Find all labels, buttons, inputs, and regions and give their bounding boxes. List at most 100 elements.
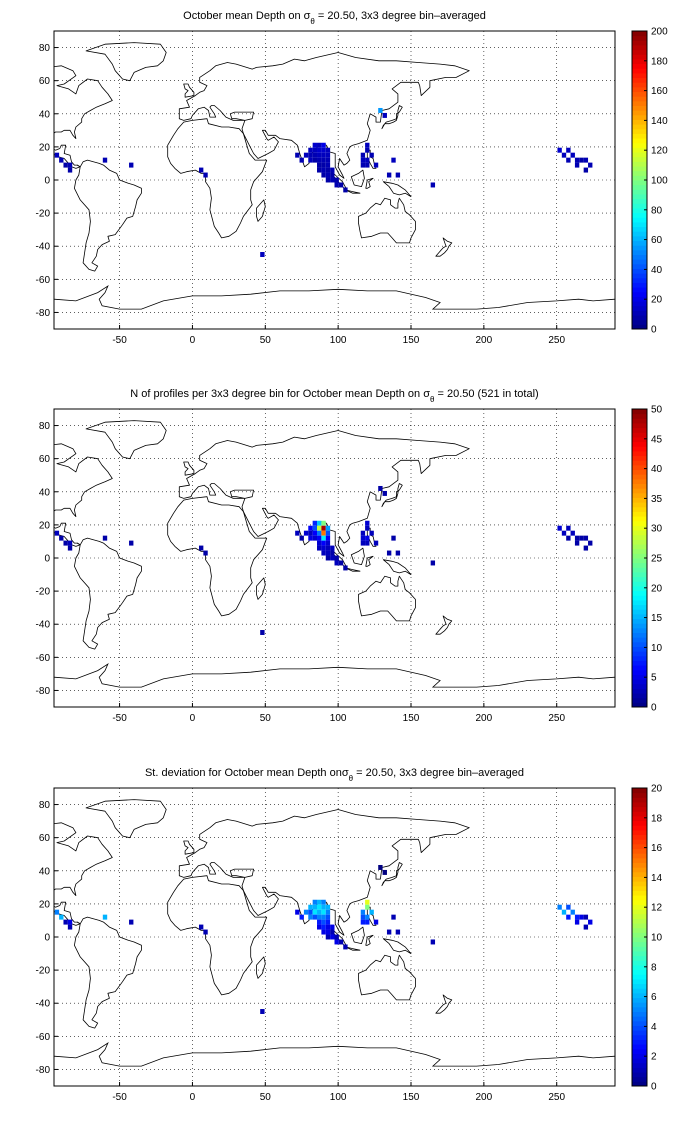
coastline-madagascar — [256, 577, 266, 600]
colorbar-tick-label: 20 — [651, 784, 663, 795]
data-bin — [308, 525, 313, 531]
data-bin — [321, 157, 326, 163]
data-bin — [330, 172, 335, 178]
data-bin — [395, 929, 401, 935]
data-bin — [369, 152, 374, 158]
data-bin — [321, 545, 326, 551]
data-bin — [330, 167, 335, 173]
data-bin — [365, 520, 370, 526]
coastlines — [54, 799, 615, 1067]
colorbar-swatch — [632, 488, 647, 494]
colorbar-swatch — [632, 590, 647, 596]
y-tick-label: 20 — [39, 142, 51, 153]
y-tick-label: 80 — [39, 800, 51, 811]
coastline-new-zealand — [435, 237, 453, 257]
colorbar-swatch — [632, 627, 647, 633]
data-bin — [325, 555, 331, 561]
x-tick-label: 150 — [403, 713, 420, 724]
data-bin — [203, 550, 208, 556]
coastline-eurasia — [178, 52, 470, 179]
colorbar-swatch — [632, 683, 647, 689]
data-bin — [325, 545, 331, 551]
data-bin — [583, 167, 589, 173]
data-bin — [360, 540, 366, 546]
colorbar-swatch — [632, 1039, 647, 1045]
colorbar-swatch — [632, 44, 647, 51]
y-tick-label: -40 — [36, 999, 51, 1010]
title-pre: N of profiles per 3x3 degree bin for Oct… — [130, 388, 423, 400]
title-sub: θ — [310, 17, 315, 26]
colorbar-swatch — [632, 693, 647, 699]
data-bin — [579, 914, 584, 920]
colorbar-swatch — [632, 77, 647, 83]
colorbar-swatch — [632, 497, 647, 503]
colorbar-swatch — [632, 525, 647, 531]
colorbar-swatch — [632, 960, 647, 966]
x-tick-label: 0 — [190, 713, 196, 724]
data-bin — [312, 899, 318, 905]
data-bin — [63, 540, 68, 546]
x-tick-label: 200 — [476, 1092, 493, 1103]
colorbar-swatch — [632, 291, 647, 297]
data-bin — [325, 177, 331, 183]
colorbar-swatch — [632, 571, 647, 578]
y-tick-label: -80 — [36, 1065, 51, 1076]
y-tick-label: -40 — [36, 620, 51, 631]
colorbar-tick-label: 4 — [651, 1022, 657, 1033]
colorbar-swatch — [632, 287, 647, 293]
colorbar-swatch — [632, 797, 647, 803]
colorbar-swatch — [632, 249, 647, 255]
data-bin — [583, 914, 589, 920]
colorbar-swatch — [632, 618, 647, 624]
colorbar-swatch — [632, 324, 647, 330]
coastline-antarctica — [54, 284, 615, 310]
data-bin — [365, 540, 370, 546]
colorbar-swatch — [632, 1044, 647, 1050]
coastline-greenland — [85, 420, 167, 460]
data-bin — [59, 914, 64, 920]
colorbar-swatch — [632, 697, 647, 703]
colorbar-tick-label: 8 — [651, 962, 657, 973]
colorbar-swatch — [632, 86, 647, 93]
coastline-south-america — [74, 159, 142, 272]
colorbar-swatch — [632, 848, 647, 854]
data-bin — [321, 152, 326, 158]
data-bin — [102, 535, 108, 541]
data-bin — [325, 904, 331, 910]
colorbar-swatch — [632, 651, 647, 657]
data-bin — [317, 924, 322, 930]
colorbar-tick-label: 20 — [651, 295, 663, 306]
data-bin — [325, 525, 331, 531]
colorbar-swatch — [632, 923, 647, 929]
colorbar-swatch — [632, 277, 647, 283]
colorbar-swatch — [632, 669, 647, 675]
data-bin — [365, 899, 370, 905]
y-tick-label: 20 — [39, 899, 51, 910]
coastline-north-america — [54, 65, 113, 169]
title-sub: θ — [430, 395, 435, 404]
data-bin — [321, 525, 326, 531]
colorbar-swatch — [632, 576, 647, 582]
colorbar-swatch — [632, 54, 647, 60]
data-bin — [299, 914, 304, 920]
data-bin — [67, 919, 73, 925]
data-bin — [360, 914, 366, 920]
colorbar-swatch — [632, 301, 647, 307]
data-bin — [54, 909, 60, 915]
x-tick-label: 0 — [190, 1092, 196, 1103]
y-tick-label: 20 — [39, 520, 51, 531]
data-bin — [360, 909, 366, 915]
colorbar-tick-label: 160 — [651, 86, 668, 97]
data-bin — [360, 919, 366, 925]
data-bin — [391, 535, 396, 541]
colorbar-swatch — [632, 119, 647, 125]
colorbar-swatch — [632, 418, 647, 424]
y-tick-label: -60 — [36, 1032, 51, 1043]
coastline-britain — [183, 840, 195, 855]
data-bin — [308, 909, 313, 915]
colorbar-swatch — [632, 506, 647, 512]
data-bin — [360, 152, 366, 158]
data-bin — [317, 142, 322, 148]
data-bin — [321, 929, 326, 935]
x-tick-label: -50 — [112, 713, 127, 724]
